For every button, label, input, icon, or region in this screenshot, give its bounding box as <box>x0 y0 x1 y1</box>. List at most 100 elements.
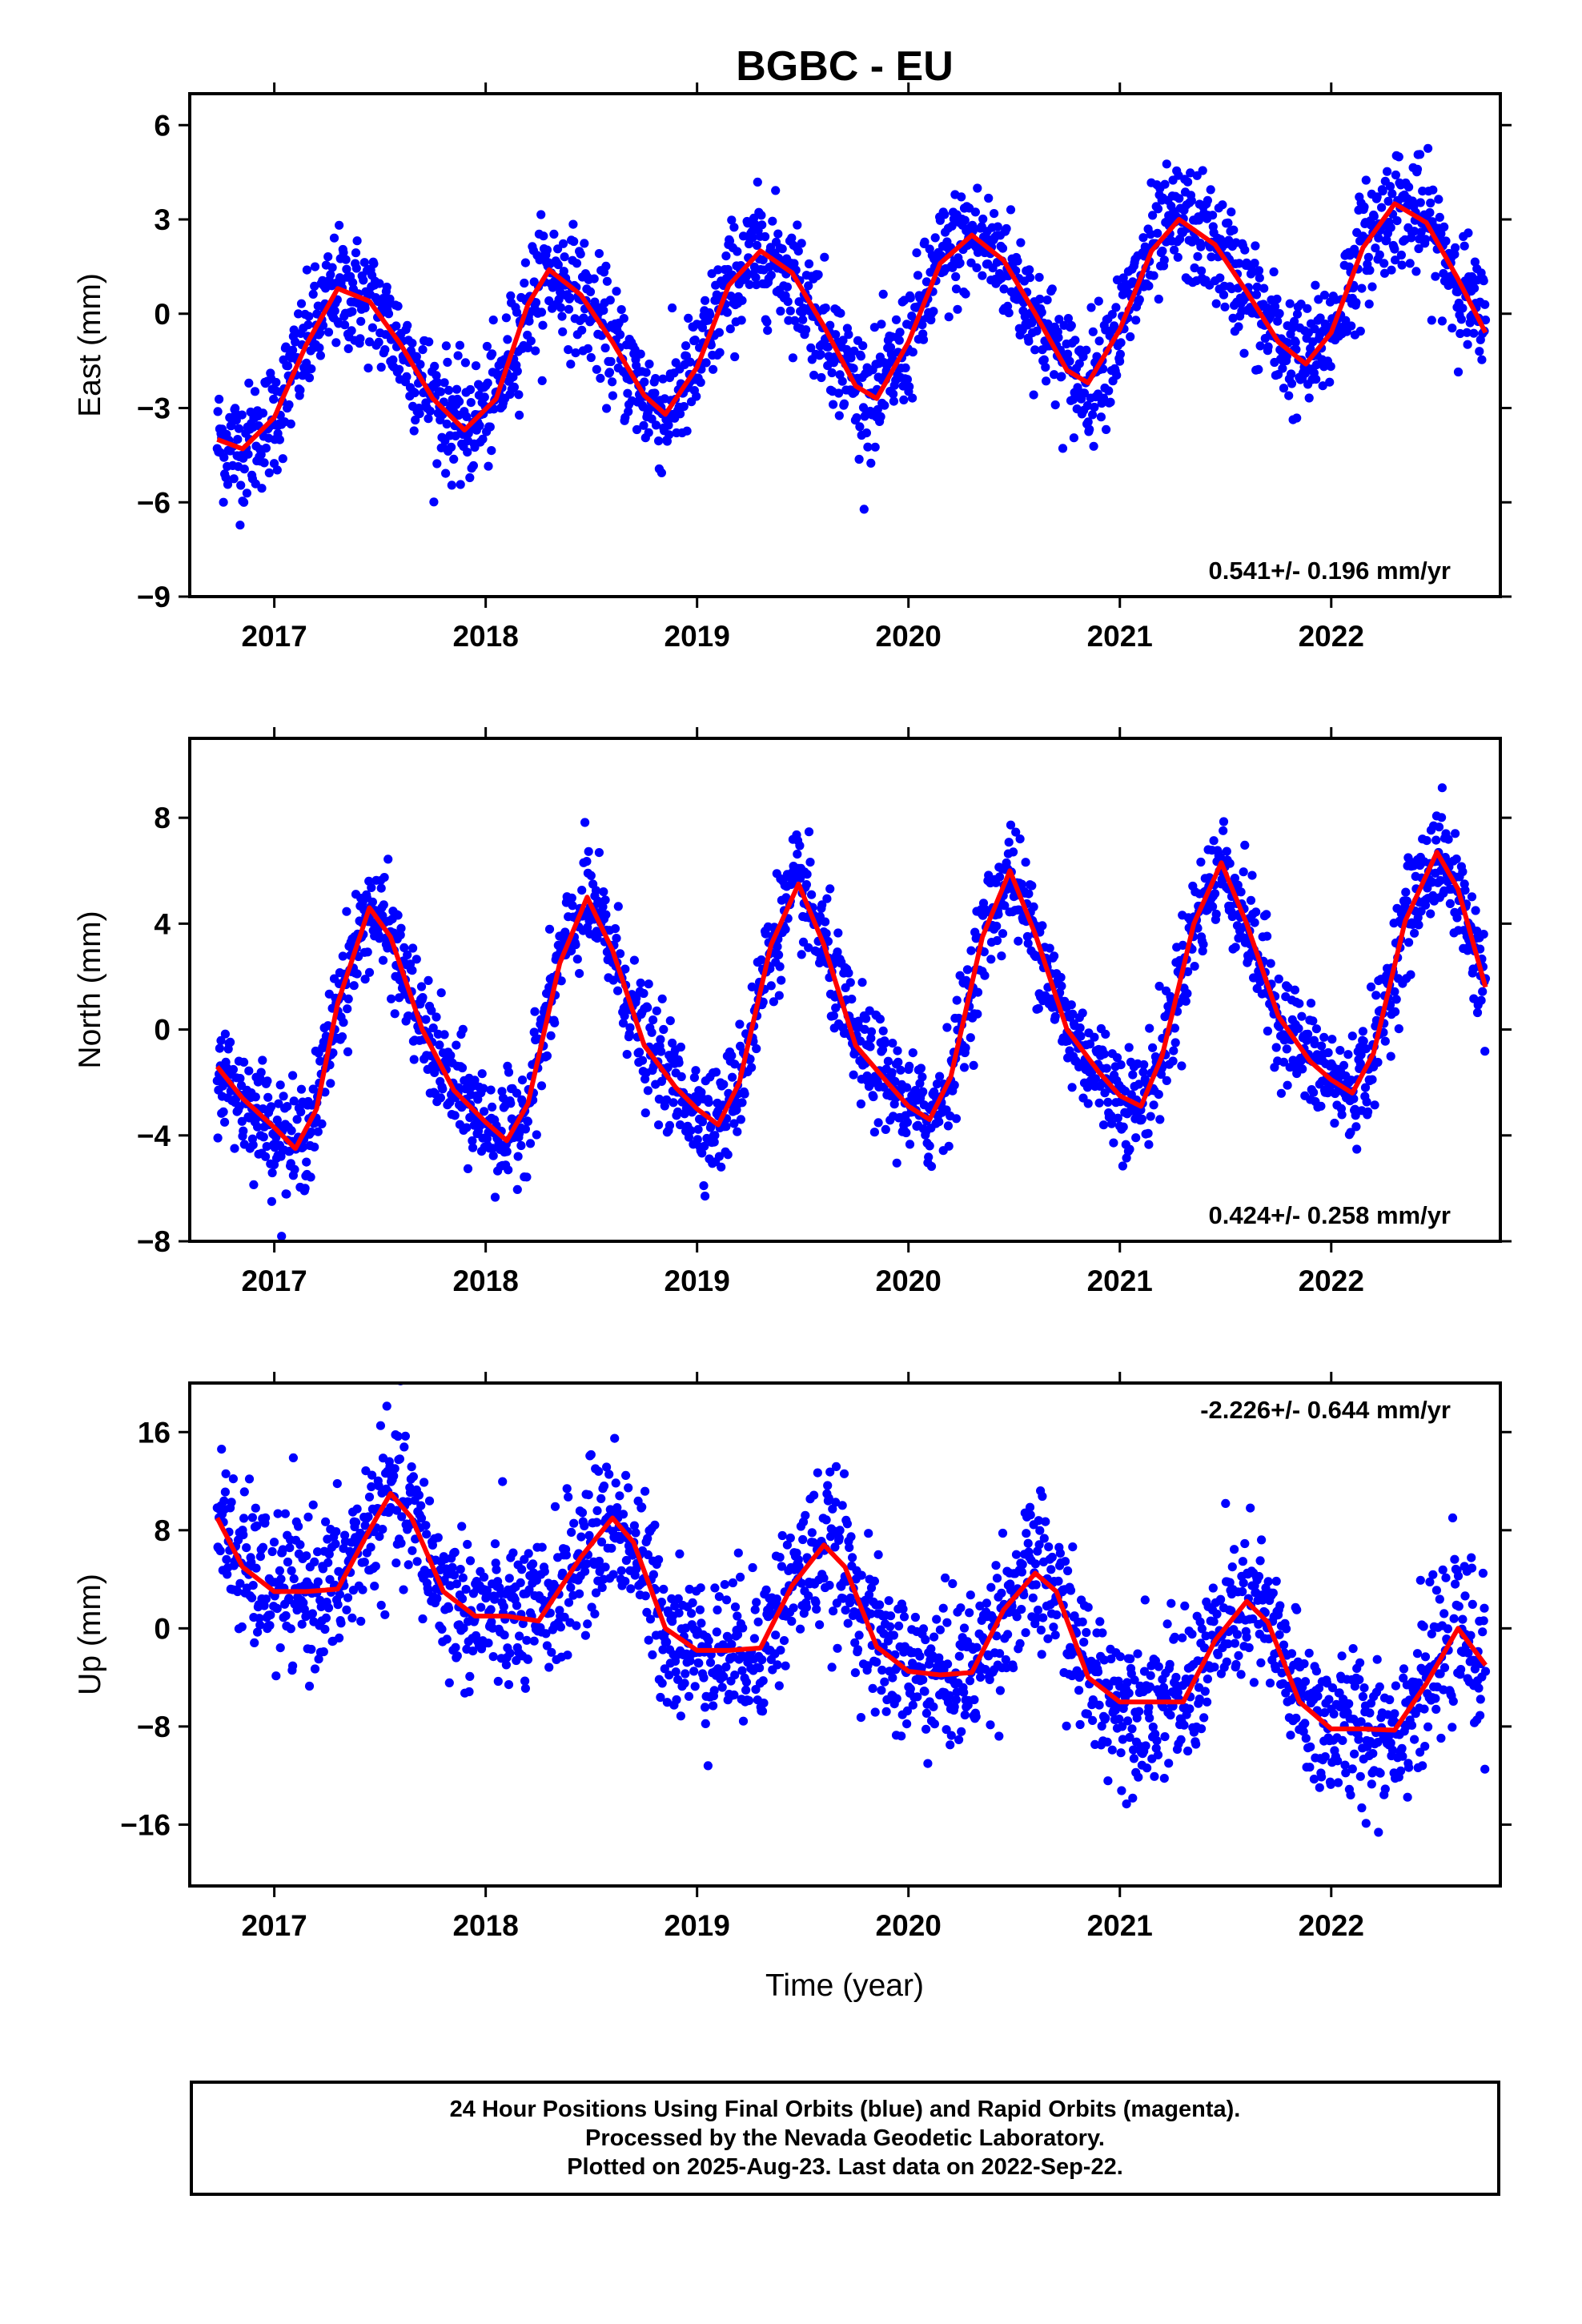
data-point <box>834 411 844 420</box>
data-point <box>1174 194 1184 203</box>
data-point <box>1032 326 1042 336</box>
data-point <box>255 1614 264 1623</box>
data-point <box>1006 205 1016 215</box>
data-point <box>1295 999 1304 1008</box>
data-point <box>647 1027 656 1037</box>
y-tick-label: −4 <box>137 1120 171 1152</box>
y-tick-label: 8 <box>154 802 171 834</box>
data-point <box>604 1470 614 1479</box>
data-point <box>557 312 567 321</box>
data-point <box>943 1121 953 1131</box>
data-point <box>484 1638 493 1648</box>
data-points-up <box>212 1383 1491 1837</box>
data-point <box>951 284 962 294</box>
data-point <box>771 186 781 195</box>
data-point <box>1225 858 1235 868</box>
data-point <box>455 340 465 350</box>
data-point <box>1263 342 1273 352</box>
data-point <box>580 1566 590 1576</box>
data-point <box>997 951 1006 961</box>
data-point <box>536 210 546 219</box>
data-point <box>861 428 871 438</box>
data-point <box>935 1072 945 1081</box>
data-point <box>753 177 762 187</box>
data-point <box>591 886 601 895</box>
data-point <box>1231 943 1240 952</box>
data-point <box>891 315 901 324</box>
data-point <box>875 1015 885 1024</box>
data-point <box>616 330 625 340</box>
data-point <box>436 1093 446 1103</box>
data-point <box>289 325 299 335</box>
data-point <box>652 1006 661 1015</box>
data-point <box>821 929 831 939</box>
data-point <box>973 1009 982 1019</box>
data-point <box>547 1647 556 1657</box>
data-point <box>1296 300 1306 309</box>
data-point <box>390 1009 400 1019</box>
data-point <box>512 1088 522 1098</box>
data-point <box>330 306 339 316</box>
data-point <box>1437 316 1447 326</box>
data-point <box>323 1558 333 1567</box>
data-point <box>998 929 1008 939</box>
data-point <box>1335 1046 1345 1055</box>
data-point <box>261 1152 271 1161</box>
data-point <box>393 911 403 920</box>
data-point <box>890 1076 900 1086</box>
data-point <box>620 964 630 974</box>
data-point <box>610 1433 620 1443</box>
data-point <box>600 1562 610 1572</box>
data-point <box>836 308 845 318</box>
data-point <box>616 305 626 315</box>
data-point <box>1426 198 1435 208</box>
data-point <box>402 372 412 381</box>
data-point <box>682 426 692 436</box>
data-point <box>343 1593 353 1602</box>
data-point <box>424 975 433 985</box>
data-point <box>321 1517 331 1526</box>
data-point <box>1453 367 1464 377</box>
data-point <box>1363 252 1373 262</box>
data-point <box>529 1027 539 1037</box>
data-point <box>709 364 718 374</box>
data-point <box>249 1180 259 1189</box>
data-point <box>275 1566 284 1575</box>
data-point <box>512 1601 522 1610</box>
data-point <box>747 982 757 991</box>
data-point <box>1469 994 1479 1003</box>
data-point <box>1469 328 1479 338</box>
data-point <box>737 1098 747 1108</box>
data-point <box>1472 1007 1483 1018</box>
data-point <box>838 336 848 345</box>
data-point <box>883 1056 893 1066</box>
data-point <box>1011 827 1021 837</box>
data-point <box>487 446 496 456</box>
data-point <box>736 1115 746 1124</box>
data-point <box>370 1582 379 1591</box>
data-point <box>629 955 640 965</box>
data-point <box>1467 892 1477 902</box>
data-point <box>222 1554 231 1564</box>
data-point <box>374 337 383 347</box>
data-point <box>880 400 889 410</box>
data-point <box>436 988 446 998</box>
data-point <box>580 239 589 248</box>
data-point <box>1146 229 1155 239</box>
data-point <box>359 258 369 267</box>
data-point <box>699 1673 709 1683</box>
data-point <box>272 465 282 475</box>
data-point <box>774 991 784 1000</box>
data-point <box>672 1695 681 1705</box>
data-point <box>408 339 417 348</box>
data-point <box>616 949 625 959</box>
data-point <box>885 343 896 352</box>
data-point <box>1024 336 1034 346</box>
data-point <box>382 282 391 292</box>
data-point <box>227 1498 236 1507</box>
data-point <box>275 1080 285 1090</box>
data-point <box>701 1719 710 1728</box>
panel-frame <box>188 737 1502 1243</box>
data-point <box>558 1568 568 1578</box>
